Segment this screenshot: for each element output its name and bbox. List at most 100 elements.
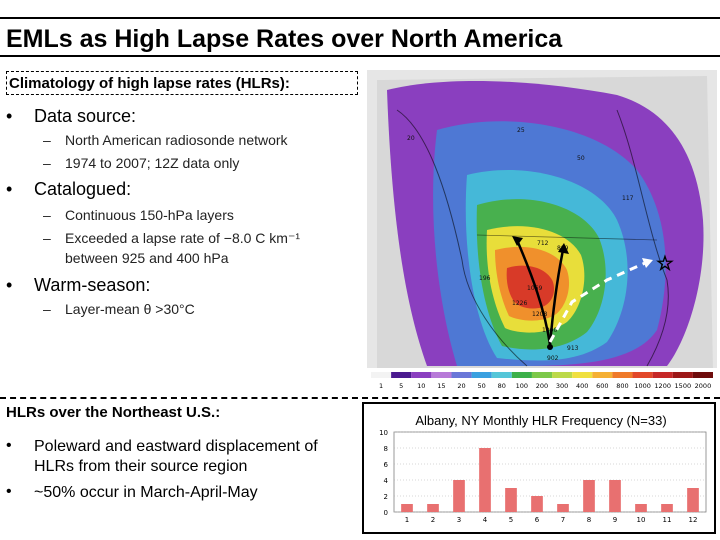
legend-swatch bbox=[552, 372, 573, 378]
sub-bullet-text: Continuous 150-hPa layers bbox=[65, 207, 234, 223]
x-tick-label: 12 bbox=[689, 516, 698, 524]
sub-bullet-text: Exceeded a lapse rate of −8.0 C km⁻¹ bbox=[65, 230, 301, 246]
legend-label: 200 bbox=[536, 382, 548, 390]
legend-swatch bbox=[371, 372, 392, 378]
dash: – bbox=[43, 207, 51, 223]
legend-swatch bbox=[391, 372, 412, 378]
bullet-text: ~50% occur in March-April-May bbox=[34, 484, 258, 501]
station-value: 1226 bbox=[512, 300, 527, 307]
legend-swatch bbox=[672, 372, 693, 378]
y-tick-label: 8 bbox=[384, 445, 388, 453]
bar-month-11 bbox=[661, 504, 673, 512]
bullet-dot: • bbox=[6, 437, 12, 454]
legend-label: 10 bbox=[417, 382, 425, 390]
legend-swatch bbox=[612, 372, 633, 378]
bar-month-8 bbox=[583, 480, 595, 512]
y-tick-label: 6 bbox=[384, 461, 389, 469]
bullet-catalogued: • Catalogued: bbox=[6, 179, 356, 201]
bar-month-10 bbox=[635, 504, 647, 512]
arrowhead-north bbox=[558, 243, 569, 254]
page-title: EMLs as High Lapse Rates over North Amer… bbox=[6, 25, 563, 53]
station-value: 20 bbox=[407, 135, 415, 142]
hlr-climatology-map: 2025501171961069122610001208902913712889… bbox=[367, 70, 717, 392]
dash: – bbox=[43, 301, 51, 317]
climatology-heading-box: Climatology of high lapse rates (HLRs): bbox=[6, 71, 358, 95]
x-tick-label: 8 bbox=[587, 516, 591, 524]
bullet-label: Catalogued: bbox=[34, 179, 132, 199]
sub-bullet: – Layer-mean θ >30°C bbox=[43, 301, 353, 319]
legend-swatch bbox=[411, 372, 432, 378]
map-region-red bbox=[506, 265, 555, 309]
legend-swatch bbox=[692, 372, 713, 378]
bullet-text: Poleward and eastward displacement of HL… bbox=[34, 438, 318, 475]
star-icon: ☆ bbox=[656, 251, 674, 275]
legend-label: 1000 bbox=[634, 382, 651, 390]
legend-label: 1 bbox=[379, 382, 383, 390]
sub-bullet: – Continuous 150-hPa layers bbox=[43, 207, 353, 225]
legend-label: 50 bbox=[478, 382, 486, 390]
legend-swatch bbox=[451, 372, 472, 378]
x-tick-label: 10 bbox=[637, 516, 646, 524]
legend-swatch bbox=[471, 372, 492, 378]
station-value: 1208 bbox=[532, 311, 547, 318]
legend-swatch bbox=[531, 372, 553, 378]
bullet-warm-season: • Warm-season: bbox=[6, 275, 356, 297]
x-tick-label: 6 bbox=[535, 516, 540, 524]
sub-bullet-text: 1974 to 2007; 12Z data only bbox=[65, 155, 240, 171]
arrowhead-northwest bbox=[512, 236, 523, 246]
sub-bullet: – 1974 to 2007; 12Z data only bbox=[43, 155, 353, 173]
arrow-northwest bbox=[515, 239, 552, 346]
x-tick-label: 4 bbox=[483, 516, 488, 524]
station-value: 712 bbox=[537, 240, 549, 247]
bar-month-9 bbox=[609, 480, 621, 512]
legend-label: 2000 bbox=[695, 382, 712, 390]
bullet-data-source: • Data source: bbox=[6, 106, 356, 128]
legend-swatch bbox=[592, 372, 613, 378]
bar-month-5 bbox=[505, 488, 517, 512]
title-bar: EMLs as High Lapse Rates over North Amer… bbox=[0, 17, 720, 57]
map-coastline-east bbox=[616, 109, 669, 367]
bar-month-4 bbox=[479, 448, 491, 512]
x-tick-label: 1 bbox=[405, 516, 409, 524]
legend-label: 800 bbox=[616, 382, 628, 390]
sub-bullet: – North American radiosonde network bbox=[43, 132, 353, 150]
legend-swatch bbox=[632, 372, 653, 378]
legend-swatch bbox=[572, 372, 593, 378]
legend-label: 300 bbox=[556, 382, 568, 390]
legend-label: 100 bbox=[516, 382, 528, 390]
sub-bullet-text: between 925 and 400 hPa bbox=[65, 250, 229, 266]
bar-month-2 bbox=[427, 504, 439, 512]
map-coastline bbox=[396, 109, 528, 367]
legend-swatch bbox=[511, 372, 532, 378]
chart-title: Albany, NY Monthly HLR Frequency (N=33) bbox=[415, 413, 667, 428]
station-value: 902 bbox=[547, 355, 559, 362]
legend-label: 5 bbox=[399, 382, 403, 390]
section-divider bbox=[0, 397, 720, 399]
bar-month-1 bbox=[401, 504, 413, 512]
map-border bbox=[476, 234, 658, 241]
y-tick-label: 0 bbox=[384, 509, 388, 517]
map-legend: 1 5 10 15 20 50 80 100 200 300 400 600 800 1000 1200 15… bbox=[367, 368, 717, 392]
station-value: 913 bbox=[567, 345, 579, 352]
bullet-dot: • bbox=[6, 179, 13, 199]
legend-label: 1500 bbox=[675, 382, 692, 390]
legend-label: 1200 bbox=[654, 382, 671, 390]
arrowhead-east bbox=[642, 258, 653, 268]
bar-month-12 bbox=[687, 488, 699, 512]
x-tick-label: 3 bbox=[457, 516, 461, 524]
x-tick-label: 7 bbox=[561, 516, 565, 524]
legend-swatch bbox=[652, 372, 673, 378]
bullet-label: Data source: bbox=[34, 106, 137, 126]
legend-label: 80 bbox=[498, 382, 506, 390]
bullet-mam: • ~50% occur in March-April-May bbox=[6, 483, 356, 505]
arrow-north bbox=[548, 249, 565, 346]
y-tick-label: 4 bbox=[384, 477, 389, 485]
bullet-dot: • bbox=[6, 275, 13, 295]
bullet-dot: • bbox=[6, 106, 13, 126]
legend-swatch bbox=[491, 372, 512, 378]
y-tick-label: 2 bbox=[384, 493, 388, 501]
legend-label: 15 bbox=[437, 382, 445, 390]
dash: – bbox=[43, 132, 51, 148]
bullet-label: Warm-season: bbox=[34, 275, 151, 295]
x-tick-label: 9 bbox=[613, 516, 617, 524]
